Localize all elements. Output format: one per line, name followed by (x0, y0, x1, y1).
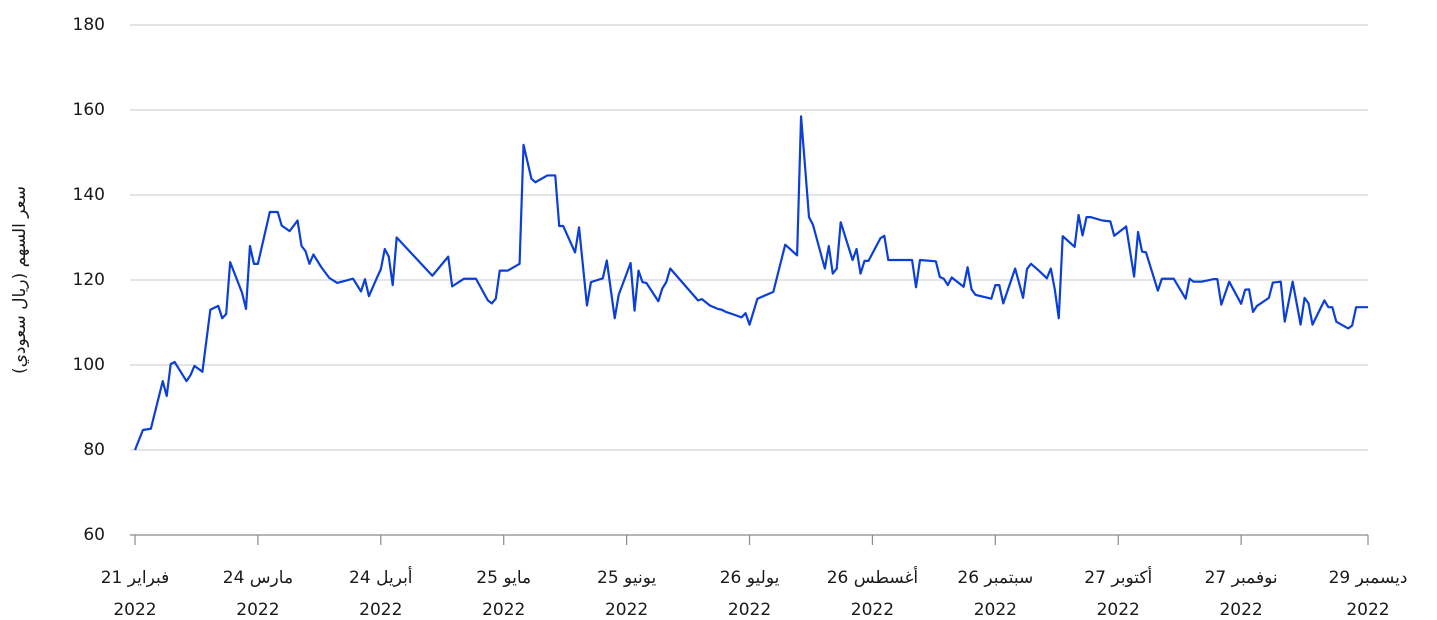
x-tick-label-line: 2022 (1097, 600, 1140, 620)
x-tick-label-line: 26 سبتمبر (957, 568, 1033, 588)
x-tick-label-line: 25 يونيو (597, 568, 656, 588)
x-tick-label: 29 ديسمبر 2022 (1329, 568, 1408, 620)
x-tick-label: 25 مايو 2022 (476, 568, 531, 620)
x-tick-label: 21 فبراير 2022 (101, 568, 170, 620)
x-tick-label-line: 26 يوليو (720, 568, 780, 588)
x-tick-label: 26 يوليو 2022 (720, 568, 780, 620)
x-tick-label-line: 2022 (1219, 600, 1262, 620)
x-tick-label: 27 أكتوبر 2022 (1084, 566, 1152, 620)
x-tick-label-line: 2022 (359, 600, 402, 620)
x-tick-label-line: 2022 (974, 600, 1017, 620)
x-tick-label-line: 24 أبريل (349, 566, 413, 588)
x-tick-label-line: 26 أغسطس (827, 566, 918, 588)
x-tick-label: 27 نوفمبر 2022 (1205, 568, 1278, 620)
x-tick-label-line: 2022 (851, 600, 894, 620)
x-tick-label: 24 أبريل 2022 (349, 566, 413, 620)
x-tick-label-line: 2022 (605, 600, 648, 620)
x-tick-label-line: 27 نوفمبر (1205, 568, 1278, 588)
x-tick-label-line: 2022 (728, 600, 771, 620)
x-tick-label: 26 أغسطس 2022 (827, 566, 918, 620)
x-tick-label: 24 مارس 2022 (223, 568, 293, 620)
x-tick-label-line: 25 مايو (476, 568, 531, 588)
x-tick-label-line: 2022 (1346, 600, 1389, 620)
x-tick-label-line: 2022 (482, 600, 525, 620)
x-tick-label: 26 سبتمبر 2022 (957, 568, 1033, 620)
x-tick-label: 25 يونيو 2022 (597, 568, 656, 620)
x-tick-label-line: 27 أكتوبر (1084, 566, 1152, 588)
x-tick-label-line: 24 مارس (223, 568, 293, 588)
x-tick-label-line: 2022 (113, 600, 156, 620)
y-tick-label: 180 (73, 15, 105, 35)
y-tick-label: 80 (83, 440, 105, 460)
y-tick-label: 120 (73, 270, 105, 290)
y-tick-label: 140 (73, 185, 105, 205)
y-tick-label: 100 (73, 355, 105, 375)
x-tick-label-line: 2022 (236, 600, 279, 620)
y-tick-label: 60 (83, 525, 105, 545)
y-tick-label: 160 (73, 100, 105, 120)
y-axis-title: سعر السهم (ريال سعودي) (10, 186, 30, 374)
x-tick-label-line: 29 ديسمبر (1329, 568, 1408, 588)
x-tick-label-line: 21 فبراير (101, 568, 170, 588)
price-line (133, 115, 1368, 451)
